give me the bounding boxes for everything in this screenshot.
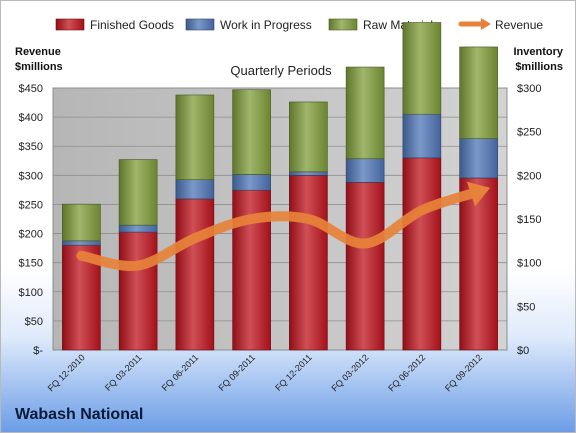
bar-raw-materials [62, 203, 101, 242]
y-right-tick-label: $150 [517, 214, 541, 226]
x-tick-label: FQ 09-2011 [216, 352, 257, 393]
bar-finished-goods [402, 157, 442, 351]
x-tick-label: FQ 09-2012 [443, 352, 484, 393]
revenue-arrowhead [466, 181, 491, 207]
legend-swatch-work-in-progress [185, 18, 215, 31]
bar-raw-materials [345, 66, 385, 160]
y-left-tick-label: $350 [19, 141, 43, 153]
y-left-tick-label: $150 [19, 258, 43, 270]
revenue-line-series [76, 181, 491, 272]
y-right-tick-label: $250 [517, 127, 541, 139]
y-right-tick-label: $200 [517, 170, 541, 182]
x-axis: FQ 12-2010 FQ 03-2011 FQ 06-2011 FQ 09-2011… [46, 352, 484, 393]
y-right-tick-label: $0 [517, 345, 529, 357]
bar-finished-goods [62, 244, 101, 351]
y-left-tick-label: $400 [19, 112, 43, 124]
bar-finished-goods [289, 175, 328, 351]
bar-series [62, 22, 498, 351]
legend-swatch-revenue-arrow [481, 18, 491, 30]
bar-raw-materials [175, 94, 215, 180]
bar-work-in-progress [345, 158, 385, 183]
bar-work-in-progress [402, 113, 442, 159]
legend-swatch-raw-materials [328, 18, 358, 31]
bar-work-in-progress [289, 171, 328, 176]
bar-raw-materials [118, 159, 158, 226]
y-right-title-line1: Inventory [513, 46, 563, 58]
y-left-tick-label: $200 [19, 229, 43, 241]
chart-subtitle: Quarterly Periods [230, 63, 332, 78]
bar-work-in-progress [175, 179, 215, 200]
bar-raw-materials [289, 101, 328, 173]
bar-raw-materials [402, 22, 442, 115]
bar-work-in-progress [118, 224, 158, 233]
y-left-tick-label: $250 [19, 199, 43, 211]
legend-label-work-in-progress: Work in Progress [220, 18, 312, 32]
legend-swatch-finished-goods [55, 18, 85, 31]
y-right-title-line2: $millions [515, 61, 563, 73]
y-right-tick-label: $50 [517, 301, 535, 313]
bar-finished-goods [175, 198, 215, 351]
x-tick-label: FQ 06-2011 [160, 352, 201, 393]
bar-work-in-progress [62, 240, 101, 246]
y-left-title-line2: $millions [15, 61, 63, 73]
revenue-line [76, 186, 484, 272]
x-tick-label: FQ 12-2011 [273, 352, 314, 393]
x-tick-label: FQ 12-2010 [46, 352, 87, 393]
y-left-tick-label: $450 [19, 83, 43, 95]
y-left-tick-label: $50 [25, 316, 43, 328]
x-tick-label: FQ 03-2011 [103, 352, 144, 393]
legend-label-finished-goods: Finished Goods [90, 18, 174, 32]
y-right-axis: $0 $50 $100 $150 $200 $250 $300 [517, 83, 541, 357]
legend: Finished Goods Work in Progress Raw Materi… [55, 18, 543, 32]
y-left-tick-label: $- [33, 345, 43, 357]
bar-raw-materials [459, 46, 498, 139]
x-tick-label: FQ 03-2012 [330, 352, 371, 393]
y-left-tick-label: $300 [19, 170, 43, 182]
company-name: Wabash National [15, 406, 144, 423]
y-left-axis: $- $50 $100 $150 $200 $250 $300 $350 $400 $450 [19, 83, 44, 357]
bar-work-in-progress [459, 138, 498, 179]
bar-raw-materials [232, 89, 271, 175]
y-left-title-line1: Revenue [15, 46, 61, 58]
x-tick-label: FQ 06-2012 [386, 352, 427, 393]
bar-finished-goods [118, 231, 158, 351]
legend-label-revenue: Revenue [495, 18, 543, 32]
y-right-tick-label: $100 [517, 258, 541, 270]
y-left-tick-label: $100 [19, 287, 43, 299]
bar-finished-goods [345, 182, 385, 351]
y-right-tick-label: $300 [517, 83, 541, 95]
bar-work-in-progress [232, 174, 271, 191]
bar-finished-goods [459, 177, 498, 351]
